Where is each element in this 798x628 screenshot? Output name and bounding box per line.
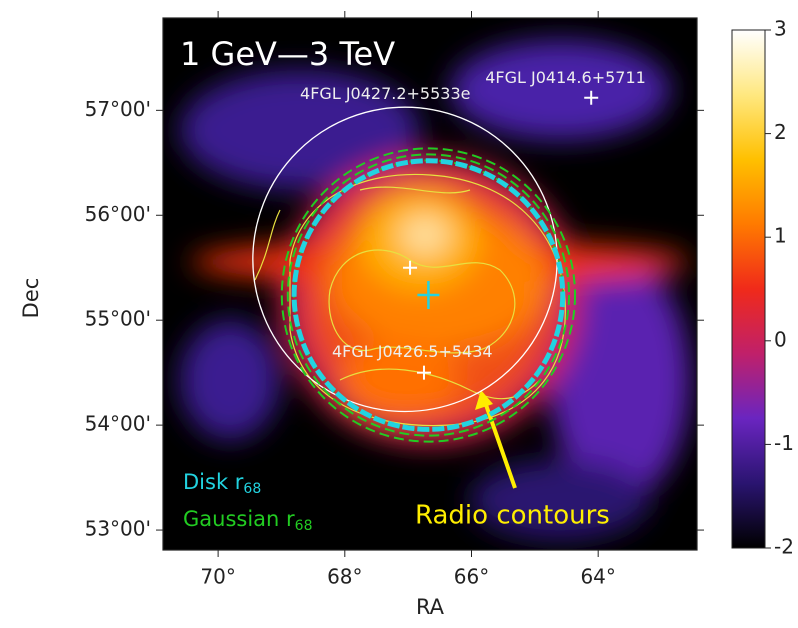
colorbar-tick-label: -1 bbox=[774, 431, 794, 455]
annotation-text: Radio contours bbox=[415, 501, 610, 531]
colorbar-tick-label: 0 bbox=[774, 327, 787, 351]
x-tick-label: 70° bbox=[200, 565, 235, 589]
colorbar-tick-label: -2 bbox=[774, 535, 794, 559]
y-axis-label: Dec bbox=[19, 278, 43, 319]
legend-text: Gaussian r bbox=[183, 507, 295, 531]
x-tick-label: 64° bbox=[580, 565, 615, 589]
map-title: 1 GeV—3 TeV bbox=[180, 35, 395, 73]
legend-subscript: 68 bbox=[295, 518, 313, 534]
legend-entry: Gaussian r68 bbox=[183, 507, 312, 534]
figure: 1 GeV—3 TeV RA Dec 70° 68° 66° 64° 53°00' 54°… bbox=[0, 0, 798, 628]
y-tick-label: 56°00' bbox=[85, 202, 151, 226]
y-tick-label: 54°00' bbox=[85, 412, 151, 436]
x-tick-label: 68° bbox=[327, 565, 362, 589]
y-tick-label: 53°00' bbox=[85, 517, 151, 541]
colorbar-tick-label: 2 bbox=[774, 120, 787, 144]
legend-text: Disk r bbox=[183, 470, 244, 494]
y-tick-label: 57°00' bbox=[85, 97, 151, 121]
legend-subscript: 68 bbox=[243, 481, 261, 497]
colorbar bbox=[732, 30, 765, 548]
source-label: 4FGL J0426.5+5434 bbox=[332, 342, 493, 361]
colorbar-tick-label: 1 bbox=[774, 224, 787, 248]
source-label: 4FGL J0427.2+5533e bbox=[300, 84, 470, 103]
colorbar-tick-label: 3 bbox=[774, 17, 787, 41]
x-axis-label: RA bbox=[416, 595, 445, 619]
x-tick-label: 66° bbox=[454, 565, 489, 589]
source-label: 4FGL J0414.6+5711 bbox=[485, 68, 646, 87]
y-tick-label: 55°00' bbox=[85, 307, 151, 331]
